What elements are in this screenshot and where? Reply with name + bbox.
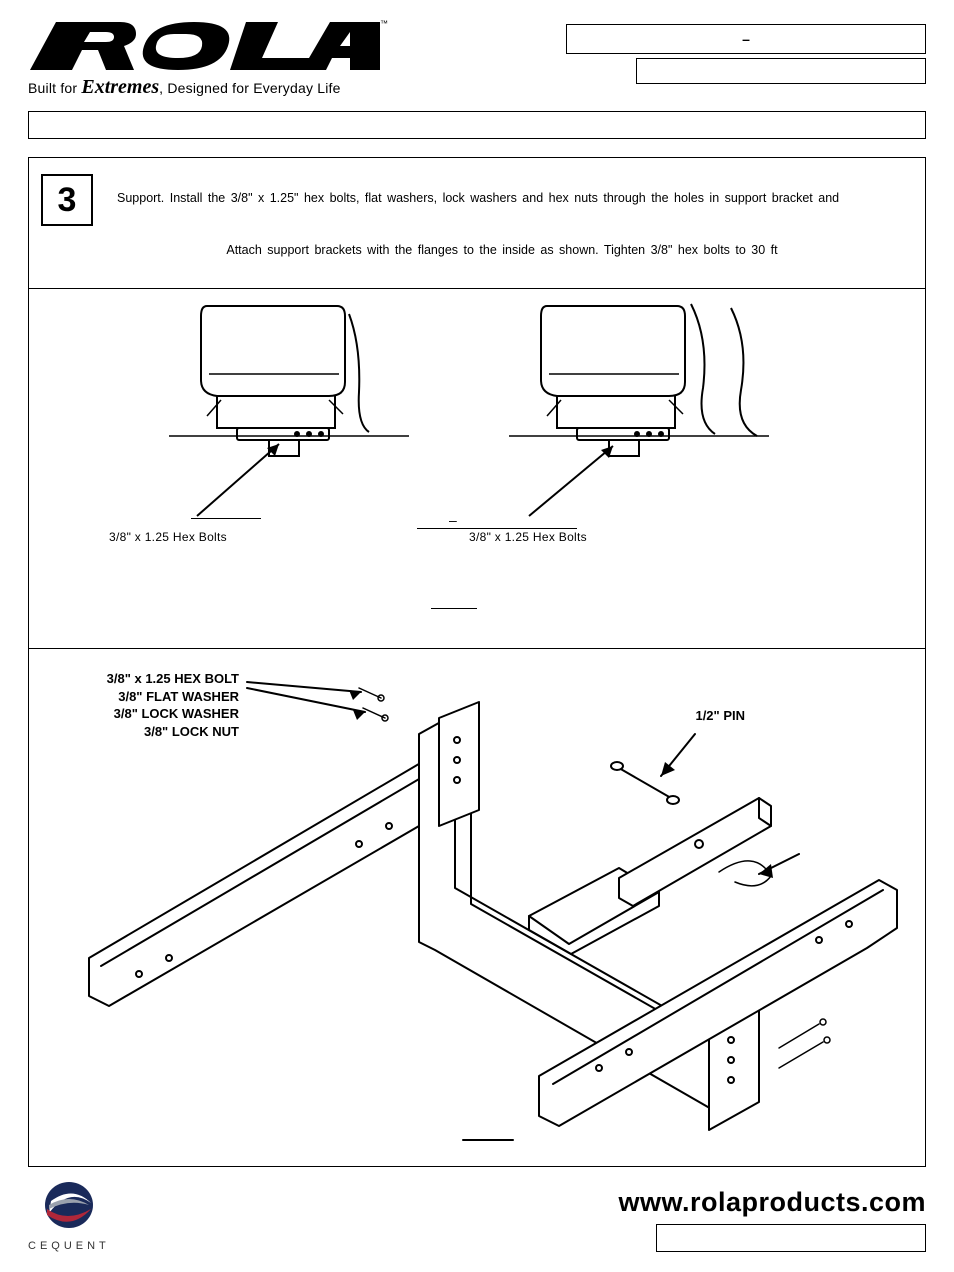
platform-assembly-diagram — [59, 648, 899, 1148]
tagline-prefix: Built for — [28, 80, 81, 96]
tagline-suffix: , Designed for Everyday Life — [159, 80, 340, 96]
header-box-top-dash: – — [742, 31, 750, 47]
page-header: ™ Built for Extremes, Designed for Every… — [28, 20, 926, 99]
step-number-box: 3 — [41, 174, 93, 226]
hex-label-left: 3/8" x 1.25 Hex Bolts — [109, 530, 227, 544]
upper-illustration-area: 3/8" x 1.25 Hex Bolts – 3/8" x 1.25 Hex … — [29, 288, 925, 648]
step-text-line2: Attach support brackets with the flanges… — [179, 240, 825, 260]
tagline-emph: Extremes — [81, 76, 159, 98]
brand-logo-block: ™ Built for Extremes, Designed for Every… — [28, 20, 388, 99]
step-number: 3 — [58, 181, 77, 220]
svg-text:™: ™ — [380, 20, 388, 28]
cequent-swoosh-icon — [43, 1179, 95, 1231]
tagline: Built for Extremes, Designed for Everyda… — [28, 76, 388, 99]
rule-left — [191, 518, 261, 519]
header-box-top: – — [566, 24, 926, 54]
rule-right — [417, 528, 577, 529]
seat-diagram-right — [469, 296, 789, 526]
seat-diagram-left — [129, 296, 409, 526]
rola-logo: ™ — [28, 20, 388, 74]
footer-info-box — [656, 1224, 926, 1252]
title-bar — [28, 111, 926, 139]
cequent-wordmark: CEQUENT — [28, 1240, 110, 1252]
header-info-boxes: – — [566, 24, 926, 84]
header-box-bottom — [636, 58, 926, 84]
hex-label-right: 3/8" x 1.25 Hex Bolts — [469, 530, 587, 544]
main-content-frame: 3 Support. Install the 3/8" x 1.25" hex … — [28, 157, 926, 1167]
page-footer: CEQUENT www.rolaproducts.com — [28, 1179, 926, 1252]
lower-illustration-area: 3/8" x 1.25 HEX BOLT 3/8" FLAT WASHER 3/… — [29, 648, 925, 1148]
footer-url-block: www.rolaproducts.com — [618, 1187, 926, 1252]
upper-small-dash: – — [449, 512, 457, 528]
rule-mid-bottom — [431, 608, 477, 609]
step-text-line1: Support. Install the 3/8" x 1.25" hex bo… — [117, 188, 905, 208]
website-url: www.rolaproducts.com — [618, 1187, 926, 1218]
cequent-logo-block: CEQUENT — [28, 1179, 110, 1252]
